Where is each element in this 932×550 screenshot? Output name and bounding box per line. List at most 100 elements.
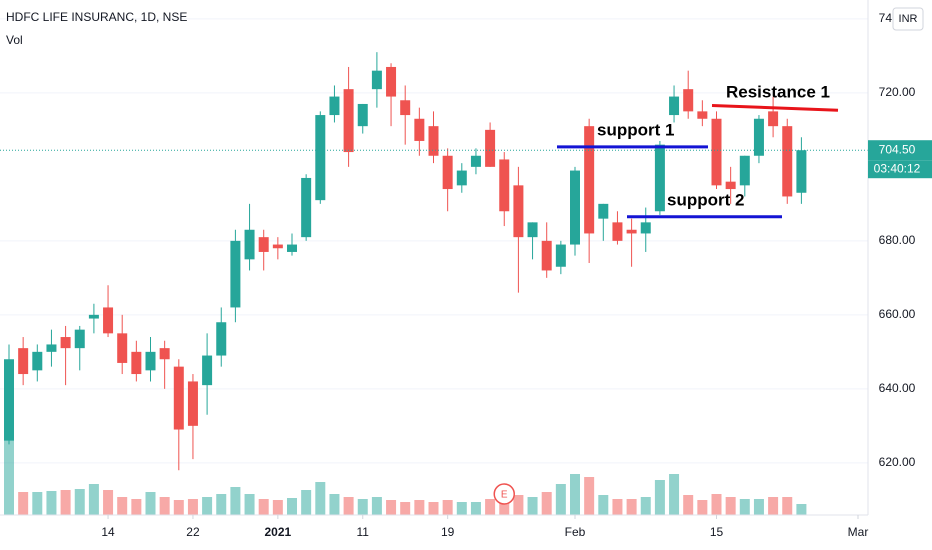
volume-bar bbox=[782, 497, 793, 515]
volume-bar bbox=[371, 497, 382, 515]
last-price-label: 704.50 bbox=[879, 142, 916, 156]
volume-bar bbox=[570, 474, 580, 515]
volume-bar bbox=[428, 502, 439, 515]
volume-bar bbox=[258, 499, 269, 515]
volume-bar bbox=[4, 440, 14, 515]
y-tick-label: 620.00 bbox=[879, 455, 916, 469]
candle-body bbox=[442, 155, 453, 190]
volume-bar bbox=[400, 502, 411, 515]
candle-body bbox=[584, 126, 595, 234]
candle-body bbox=[414, 118, 425, 141]
candle-body bbox=[555, 244, 566, 267]
candle-body bbox=[343, 89, 354, 153]
volume-bar bbox=[470, 502, 481, 515]
candle-body bbox=[796, 150, 807, 193]
candle-body bbox=[4, 359, 14, 441]
candle-body bbox=[18, 348, 29, 375]
volume-bar bbox=[711, 494, 722, 515]
y-tick-label: 720.00 bbox=[879, 85, 916, 99]
candle-body bbox=[88, 314, 99, 319]
candle-body bbox=[131, 351, 142, 375]
volume bbox=[4, 440, 807, 515]
candle-body bbox=[527, 222, 538, 238]
volume-bar bbox=[796, 504, 807, 515]
annotation-text: Resistance 1 bbox=[726, 82, 830, 101]
volume-bar bbox=[626, 499, 637, 515]
volume-bar bbox=[357, 499, 368, 515]
x-tick-label: 15 bbox=[710, 525, 724, 539]
candle-body bbox=[428, 126, 439, 156]
countdown-badge bbox=[868, 160, 932, 179]
volume-bar bbox=[32, 492, 43, 515]
volume-bar bbox=[654, 480, 665, 515]
x-tick-label: 14 bbox=[101, 525, 115, 539]
volume-bar bbox=[683, 495, 694, 515]
volume-bar bbox=[131, 499, 142, 515]
x-tick-label: 2021 bbox=[264, 525, 291, 539]
candle-body bbox=[612, 222, 623, 241]
volume-bar bbox=[753, 499, 764, 515]
candle-body bbox=[371, 70, 382, 90]
candle-body bbox=[626, 229, 637, 234]
candle-body bbox=[598, 203, 609, 219]
volume-bar bbox=[640, 497, 651, 515]
volume-label: Vol bbox=[6, 33, 23, 47]
x-tick-label: 19 bbox=[441, 525, 455, 539]
volume-bar bbox=[697, 500, 708, 515]
candle-body bbox=[570, 170, 580, 245]
candle-body bbox=[287, 244, 297, 252]
candle-body bbox=[216, 322, 227, 356]
x-tick-label: Mar bbox=[848, 525, 869, 539]
y-tick-label: 680.00 bbox=[879, 233, 916, 247]
volume-bar bbox=[739, 499, 750, 515]
volume-bar bbox=[612, 499, 623, 515]
candle-body bbox=[159, 348, 170, 360]
volume-bar bbox=[287, 498, 297, 515]
volume-bar bbox=[485, 499, 496, 515]
candle-body bbox=[145, 351, 156, 371]
volume-bar bbox=[768, 497, 779, 515]
candle-body bbox=[725, 181, 736, 190]
volume-bar bbox=[725, 497, 736, 515]
volume-bar bbox=[598, 495, 609, 515]
volume-bar bbox=[499, 497, 510, 515]
candle-body bbox=[202, 355, 213, 386]
candle-body bbox=[782, 126, 793, 197]
volume-bar bbox=[230, 487, 241, 515]
volume-bar bbox=[46, 491, 57, 515]
candle-body bbox=[32, 351, 43, 371]
volume-bar bbox=[541, 492, 552, 515]
volume-bar bbox=[329, 494, 340, 515]
annotation-line bbox=[711, 103, 839, 112]
volume-bar bbox=[88, 484, 99, 515]
volume-bar bbox=[343, 497, 354, 515]
currency-badge[interactable] bbox=[892, 7, 924, 31]
earnings-label: E bbox=[501, 490, 508, 501]
candle-body bbox=[60, 337, 71, 349]
volume-bar bbox=[60, 490, 71, 515]
candle-body bbox=[654, 144, 665, 212]
x-tick-label: 11 bbox=[357, 525, 370, 539]
y-tick-label: 660.00 bbox=[879, 307, 916, 321]
volume-bar bbox=[202, 497, 213, 515]
candle-body bbox=[400, 100, 411, 116]
candles bbox=[4, 52, 807, 471]
candle-body bbox=[768, 111, 779, 127]
volume-bar bbox=[244, 494, 255, 515]
x-tick-label: Feb bbox=[565, 525, 586, 539]
candle-body bbox=[470, 155, 481, 167]
volume-bar bbox=[315, 482, 326, 515]
candle-body bbox=[74, 329, 85, 349]
volume-bar bbox=[584, 477, 595, 515]
candle-body bbox=[640, 222, 651, 234]
candle-body bbox=[499, 159, 510, 212]
volume-bar bbox=[669, 474, 680, 515]
currency: INR bbox=[899, 13, 918, 25]
candle-body bbox=[513, 185, 524, 238]
earnings-marker bbox=[493, 483, 515, 505]
volume-bar bbox=[456, 502, 467, 515]
volume-bar bbox=[386, 500, 397, 515]
